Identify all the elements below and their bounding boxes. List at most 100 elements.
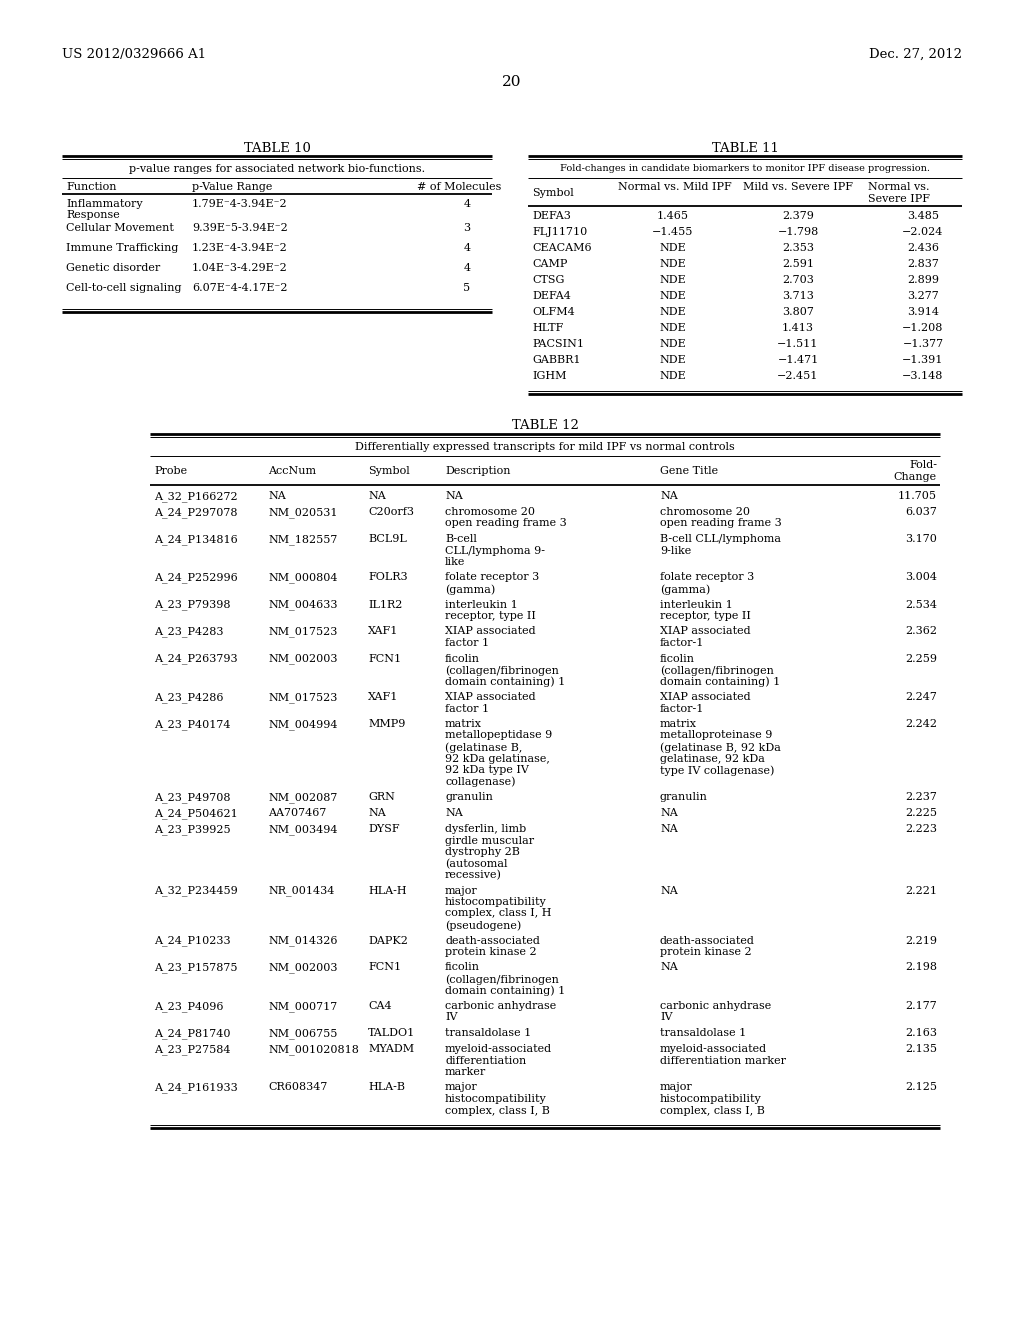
Text: CA4: CA4 [368, 1001, 391, 1011]
Text: −1.455: −1.455 [652, 227, 693, 238]
Text: NDE: NDE [659, 371, 686, 381]
Text: A_23_P4096: A_23_P4096 [154, 1001, 223, 1011]
Text: 2.353: 2.353 [782, 243, 814, 253]
Text: −1.511: −1.511 [777, 339, 818, 348]
Text: (gamma): (gamma) [660, 583, 711, 594]
Text: XAF1: XAF1 [368, 692, 398, 702]
Text: 4: 4 [464, 263, 471, 273]
Text: CEACAM6: CEACAM6 [532, 243, 592, 253]
Text: NDE: NDE [659, 259, 686, 269]
Text: C20orf3: C20orf3 [368, 507, 414, 517]
Text: NM_002087: NM_002087 [268, 792, 337, 803]
Text: A_23_P40174: A_23_P40174 [154, 719, 230, 730]
Text: XIAP associated: XIAP associated [660, 627, 751, 636]
Text: 20: 20 [502, 75, 522, 88]
Text: OLFM4: OLFM4 [532, 308, 574, 317]
Text: protein kinase 2: protein kinase 2 [660, 946, 752, 957]
Text: (pseudogene): (pseudogene) [445, 920, 521, 931]
Text: −2.451: −2.451 [777, 371, 818, 381]
Text: TABLE 12: TABLE 12 [512, 418, 579, 432]
Text: complex, class I, B: complex, class I, B [445, 1106, 550, 1115]
Text: A_23_P27584: A_23_P27584 [154, 1044, 230, 1055]
Text: domain containing) 1: domain containing) 1 [445, 676, 565, 688]
Text: NDE: NDE [659, 243, 686, 253]
Text: major: major [660, 1082, 693, 1093]
Text: XIAP associated: XIAP associated [660, 692, 751, 702]
Text: A_23_P49708: A_23_P49708 [154, 792, 230, 803]
Text: like: like [445, 557, 465, 568]
Text: chromosome 20: chromosome 20 [445, 507, 535, 517]
Text: NM_001020818: NM_001020818 [268, 1044, 358, 1055]
Text: NA: NA [445, 491, 463, 502]
Text: interleukin 1: interleukin 1 [445, 599, 518, 610]
Text: collagenase): collagenase) [445, 776, 515, 787]
Text: 2.242: 2.242 [905, 719, 937, 729]
Text: 92 kDa gelatinase,: 92 kDa gelatinase, [445, 754, 550, 763]
Text: BCL9L: BCL9L [368, 535, 407, 544]
Text: girdle muscular: girdle muscular [445, 836, 535, 846]
Text: 1.465: 1.465 [657, 211, 689, 220]
Text: NM_182557: NM_182557 [268, 535, 337, 545]
Text: NM_000804: NM_000804 [268, 573, 338, 583]
Text: complex, class I, B: complex, class I, B [660, 1106, 765, 1115]
Text: −1.471: −1.471 [777, 355, 818, 366]
Text: Response: Response [66, 210, 120, 220]
Text: Function: Function [66, 182, 117, 191]
Text: differentiation: differentiation [445, 1056, 526, 1065]
Text: NM_014326: NM_014326 [268, 936, 338, 946]
Text: A_23_P39925: A_23_P39925 [154, 824, 230, 834]
Text: NM_004633: NM_004633 [268, 599, 338, 610]
Text: NDE: NDE [659, 339, 686, 348]
Text: death-associated: death-associated [445, 936, 540, 945]
Text: Symbol: Symbol [532, 187, 573, 198]
Text: IGHM: IGHM [532, 371, 566, 381]
Text: Change: Change [894, 471, 937, 482]
Text: A_24_P134816: A_24_P134816 [154, 535, 238, 545]
Text: IV: IV [660, 1012, 673, 1023]
Text: NA: NA [660, 886, 678, 895]
Text: (gelatinase B,: (gelatinase B, [445, 742, 522, 752]
Text: histocompatibility: histocompatibility [660, 1094, 762, 1104]
Text: Normal vs.: Normal vs. [868, 182, 930, 191]
Text: gelatinase, 92 kDa: gelatinase, 92 kDa [660, 754, 765, 763]
Text: US 2012/0329666 A1: US 2012/0329666 A1 [62, 48, 206, 61]
Text: 2.436: 2.436 [907, 243, 939, 253]
Text: myeloid-associated: myeloid-associated [660, 1044, 767, 1053]
Text: 2.223: 2.223 [905, 824, 937, 834]
Text: A_23_P4286: A_23_P4286 [154, 692, 223, 702]
Text: Symbol: Symbol [368, 466, 410, 477]
Text: 3.277: 3.277 [907, 290, 939, 301]
Text: NR_001434: NR_001434 [268, 886, 335, 896]
Text: NM_002003: NM_002003 [268, 653, 338, 664]
Text: 3.807: 3.807 [782, 308, 814, 317]
Text: TABLE 11: TABLE 11 [712, 143, 778, 154]
Text: (gamma): (gamma) [445, 583, 496, 594]
Text: A_24_P161933: A_24_P161933 [154, 1082, 238, 1093]
Text: Severe IPF: Severe IPF [868, 194, 930, 203]
Text: 2.534: 2.534 [905, 599, 937, 610]
Text: type IV collagenase): type IV collagenase) [660, 766, 774, 776]
Text: ficolin: ficolin [445, 962, 480, 973]
Text: (collagen/fibrinogen: (collagen/fibrinogen [445, 665, 559, 676]
Text: NA: NA [660, 962, 678, 973]
Text: Cellular Movement: Cellular Movement [66, 223, 174, 234]
Text: carbonic anhydrase: carbonic anhydrase [445, 1001, 556, 1011]
Text: CLL/lymphoma 9-: CLL/lymphoma 9- [445, 545, 545, 556]
Text: Inflammatory: Inflammatory [66, 199, 142, 209]
Text: 2.225: 2.225 [905, 808, 937, 818]
Text: IV: IV [445, 1012, 458, 1023]
Text: NA: NA [368, 491, 386, 502]
Text: FCN1: FCN1 [368, 653, 401, 664]
Text: HLTF: HLTF [532, 323, 563, 333]
Text: GRN: GRN [368, 792, 395, 803]
Text: 2.837: 2.837 [907, 259, 939, 269]
Text: 6.07E⁻4-4.17E⁻2: 6.07E⁻4-4.17E⁻2 [193, 282, 288, 293]
Text: NA: NA [660, 491, 678, 502]
Text: factor-1: factor-1 [660, 704, 705, 714]
Text: PACSIN1: PACSIN1 [532, 339, 584, 348]
Text: AccNum: AccNum [268, 466, 316, 477]
Text: matrix: matrix [445, 719, 482, 729]
Text: NDE: NDE [659, 308, 686, 317]
Text: recessive): recessive) [445, 870, 502, 880]
Text: 2.703: 2.703 [782, 275, 814, 285]
